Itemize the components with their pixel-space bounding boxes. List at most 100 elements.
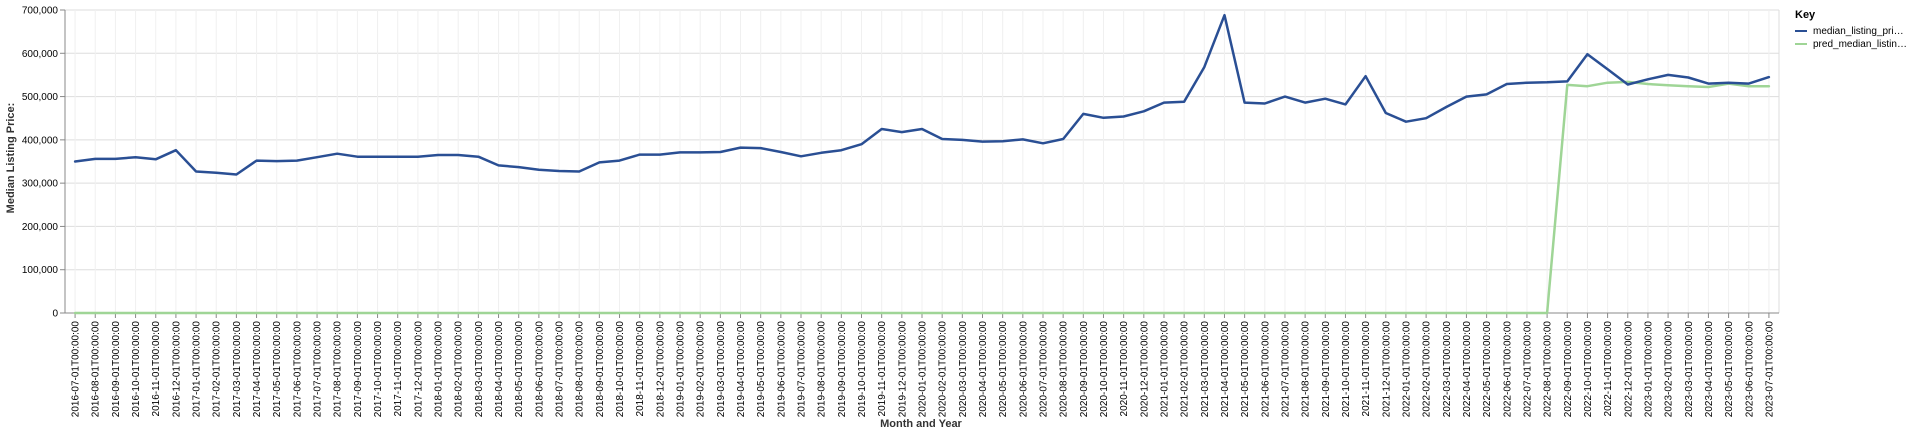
legend-entry: pred_median_listin… — [1813, 39, 1907, 50]
x-tick-label: 2019-11-01T00:00:00 — [877, 321, 888, 417]
x-tick-label: 2016-07-01T00:00:00 — [71, 321, 82, 418]
x-tick-label: 2018-06-01T00:00:00 — [534, 321, 545, 418]
y-tick-label: 300,000 — [22, 179, 59, 190]
x-tick-label: 2020-10-01T00:00:00 — [1099, 321, 1110, 418]
x-tick-label: 2019-05-01T00:00:00 — [756, 321, 767, 418]
x-tick-label: 2021-02-01T00:00:00 — [1180, 321, 1191, 418]
x-tick-label: 2022-05-01T00:00:00 — [1482, 321, 1493, 418]
x-tick-label: 2020-08-01T00:00:00 — [1059, 321, 1070, 418]
x-tick-label: 2022-11-01T00:00:00 — [1603, 321, 1614, 417]
x-tick-label: 2017-09-01T00:00:00 — [353, 321, 364, 418]
x-tick-label: 2019-06-01T00:00:00 — [776, 321, 787, 418]
x-tick-label: 2022-04-01T00:00:00 — [1462, 321, 1473, 418]
series-lines — [73, 13, 1771, 315]
x-tick-label: 2021-01-01T00:00:00 — [1159, 321, 1170, 418]
x-tick-label: 2020-12-01T00:00:00 — [1139, 321, 1150, 418]
x-axis-label: Month and Year — [880, 418, 962, 430]
gridlines — [65, 9, 1780, 314]
x-tick-label: 2020-01-01T00:00:00 — [918, 321, 929, 418]
x-tick-label: 2018-08-01T00:00:00 — [575, 321, 586, 418]
x-tick-label: 2018-07-01T00:00:00 — [555, 321, 566, 418]
y-tick-label: 200,000 — [22, 222, 59, 233]
legend-entry: median_listing_pri… — [1813, 26, 1904, 37]
x-tick-label: 2022-09-01T00:00:00 — [1563, 321, 1574, 418]
x-tick-label: 2019-04-01T00:00:00 — [736, 321, 747, 418]
x-tick-label: 2021-09-01T00:00:00 — [1321, 321, 1332, 418]
x-tick-label: 2021-03-01T00:00:00 — [1200, 321, 1211, 418]
x-tick-label: 2016-12-01T00:00:00 — [171, 321, 182, 418]
x-tick-label: 2018-12-01T00:00:00 — [655, 321, 666, 418]
y-tick-label: 700,000 — [22, 6, 59, 17]
x-tick-label: 2021-04-01T00:00:00 — [1220, 321, 1231, 418]
axes: 0 100,000 200,000 300,000 400,000 500,000 600,… — [22, 6, 1779, 418]
x-tick-label: 2023-01-01T00:00:00 — [1643, 321, 1654, 418]
x-tick-label: 2018-01-01T00:00:00 — [434, 321, 445, 418]
y-tick-label: 500,000 — [22, 92, 59, 103]
x-tick-label: 2017-08-01T00:00:00 — [333, 321, 344, 418]
x-tick-label: 2018-09-01T00:00:00 — [595, 321, 606, 418]
x-tick-label: 2020-11-01T00:00:00 — [1119, 321, 1130, 417]
x-tick-label: 2020-05-01T00:00:00 — [998, 321, 1009, 418]
x-tick-label: 2018-04-01T00:00:00 — [494, 321, 505, 418]
x-tick-label: 2017-01-01T00:00:00 — [192, 321, 203, 418]
x-tick-label: 2018-05-01T00:00:00 — [514, 321, 525, 418]
x-tick-label: 2017-12-01T00:00:00 — [413, 321, 424, 418]
x-tick-label: 2016-11-01T00:00:00 — [151, 321, 162, 417]
x-tick-label: 2020-02-01T00:00:00 — [938, 321, 949, 418]
x-tick-label: 2023-07-01T00:00:00 — [1764, 321, 1775, 418]
x-tick-label: 2018-11-01T00:00:00 — [635, 321, 646, 417]
y-tick-label: 0 — [52, 309, 58, 320]
x-tick-label: 2023-04-01T00:00:00 — [1704, 321, 1715, 418]
x-tick-label: 2017-05-01T00:00:00 — [272, 321, 283, 418]
x-tick-label: 2019-03-01T00:00:00 — [716, 321, 727, 418]
x-tick-label: 2019-10-01T00:00:00 — [857, 321, 868, 418]
x-tick-label: 2022-01-01T00:00:00 — [1401, 321, 1412, 418]
x-tick-label: 2018-02-01T00:00:00 — [454, 321, 465, 418]
x-tick-label: 2016-10-01T00:00:00 — [131, 321, 142, 418]
y-tick-label: 600,000 — [22, 49, 59, 60]
x-tick-label: 2020-06-01T00:00:00 — [1018, 321, 1029, 418]
x-tick-label: 2022-12-01T00:00:00 — [1623, 321, 1634, 418]
x-tick-label: 2017-11-01T00:00:00 — [393, 321, 404, 417]
x-tick-label: 2023-03-01T00:00:00 — [1684, 321, 1695, 418]
x-tick-label: 2022-08-01T00:00:00 — [1543, 321, 1554, 418]
x-tick-label: 2021-05-01T00:00:00 — [1240, 321, 1251, 418]
x-tick-label: 2018-03-01T00:00:00 — [474, 321, 485, 418]
x-tick-label: 2023-06-01T00:00:00 — [1744, 321, 1755, 418]
x-tick-label: 2019-01-01T00:00:00 — [676, 321, 687, 418]
legend: Key median_listing_pri… pred_median_listin… — [1795, 9, 1907, 50]
series-line-2 — [73, 80, 1771, 315]
x-tick-label: 2019-07-01T00:00:00 — [797, 321, 808, 418]
x-tick-label: 2019-12-01T00:00:00 — [897, 321, 908, 418]
x-tick-label: 2021-12-01T00:00:00 — [1381, 321, 1392, 418]
x-tick-label: 2021-08-01T00:00:00 — [1301, 321, 1312, 418]
x-tick-label: 2019-08-01T00:00:00 — [817, 321, 828, 418]
x-tick-label: 2017-10-01T00:00:00 — [373, 321, 384, 418]
x-tick-label: 2022-06-01T00:00:00 — [1502, 321, 1513, 418]
x-tick-label: 2019-02-01T00:00:00 — [696, 321, 707, 418]
x-tick-label: 2016-08-01T00:00:00 — [91, 321, 102, 418]
y-axis-label: Median Listing Price: — [5, 103, 17, 214]
y-tick-label: 100,000 — [22, 265, 59, 276]
x-tick-label: 2021-06-01T00:00:00 — [1260, 321, 1271, 418]
x-tick-label: 2021-10-01T00:00:00 — [1341, 321, 1352, 418]
x-tick-label: 2018-10-01T00:00:00 — [615, 321, 626, 418]
x-tick-label: 2021-11-01T00:00:00 — [1361, 321, 1372, 417]
x-tick-label: 2017-02-01T00:00:00 — [212, 321, 223, 418]
x-tick-label: 2022-03-01T00:00:00 — [1442, 321, 1453, 418]
x-tick-label: 2019-09-01T00:00:00 — [837, 321, 848, 418]
legend-title: Key — [1795, 9, 1816, 21]
x-tick-label: 2017-06-01T00:00:00 — [292, 321, 303, 418]
x-tick-label: 2021-07-01T00:00:00 — [1280, 321, 1291, 418]
y-tick-label: 400,000 — [22, 135, 59, 146]
x-tick-label: 2017-07-01T00:00:00 — [313, 321, 324, 418]
x-tick-label: 2020-09-01T00:00:00 — [1079, 321, 1090, 418]
x-tick-label: 2023-05-01T00:00:00 — [1724, 321, 1735, 418]
x-tick-label: 2022-02-01T00:00:00 — [1422, 321, 1433, 418]
x-tick-label: 2020-04-01T00:00:00 — [978, 321, 989, 418]
x-tick-label: 2020-07-01T00:00:00 — [1038, 321, 1049, 418]
x-tick-label: 2022-07-01T00:00:00 — [1522, 321, 1533, 418]
x-tick-label: 2017-04-01T00:00:00 — [252, 321, 263, 418]
